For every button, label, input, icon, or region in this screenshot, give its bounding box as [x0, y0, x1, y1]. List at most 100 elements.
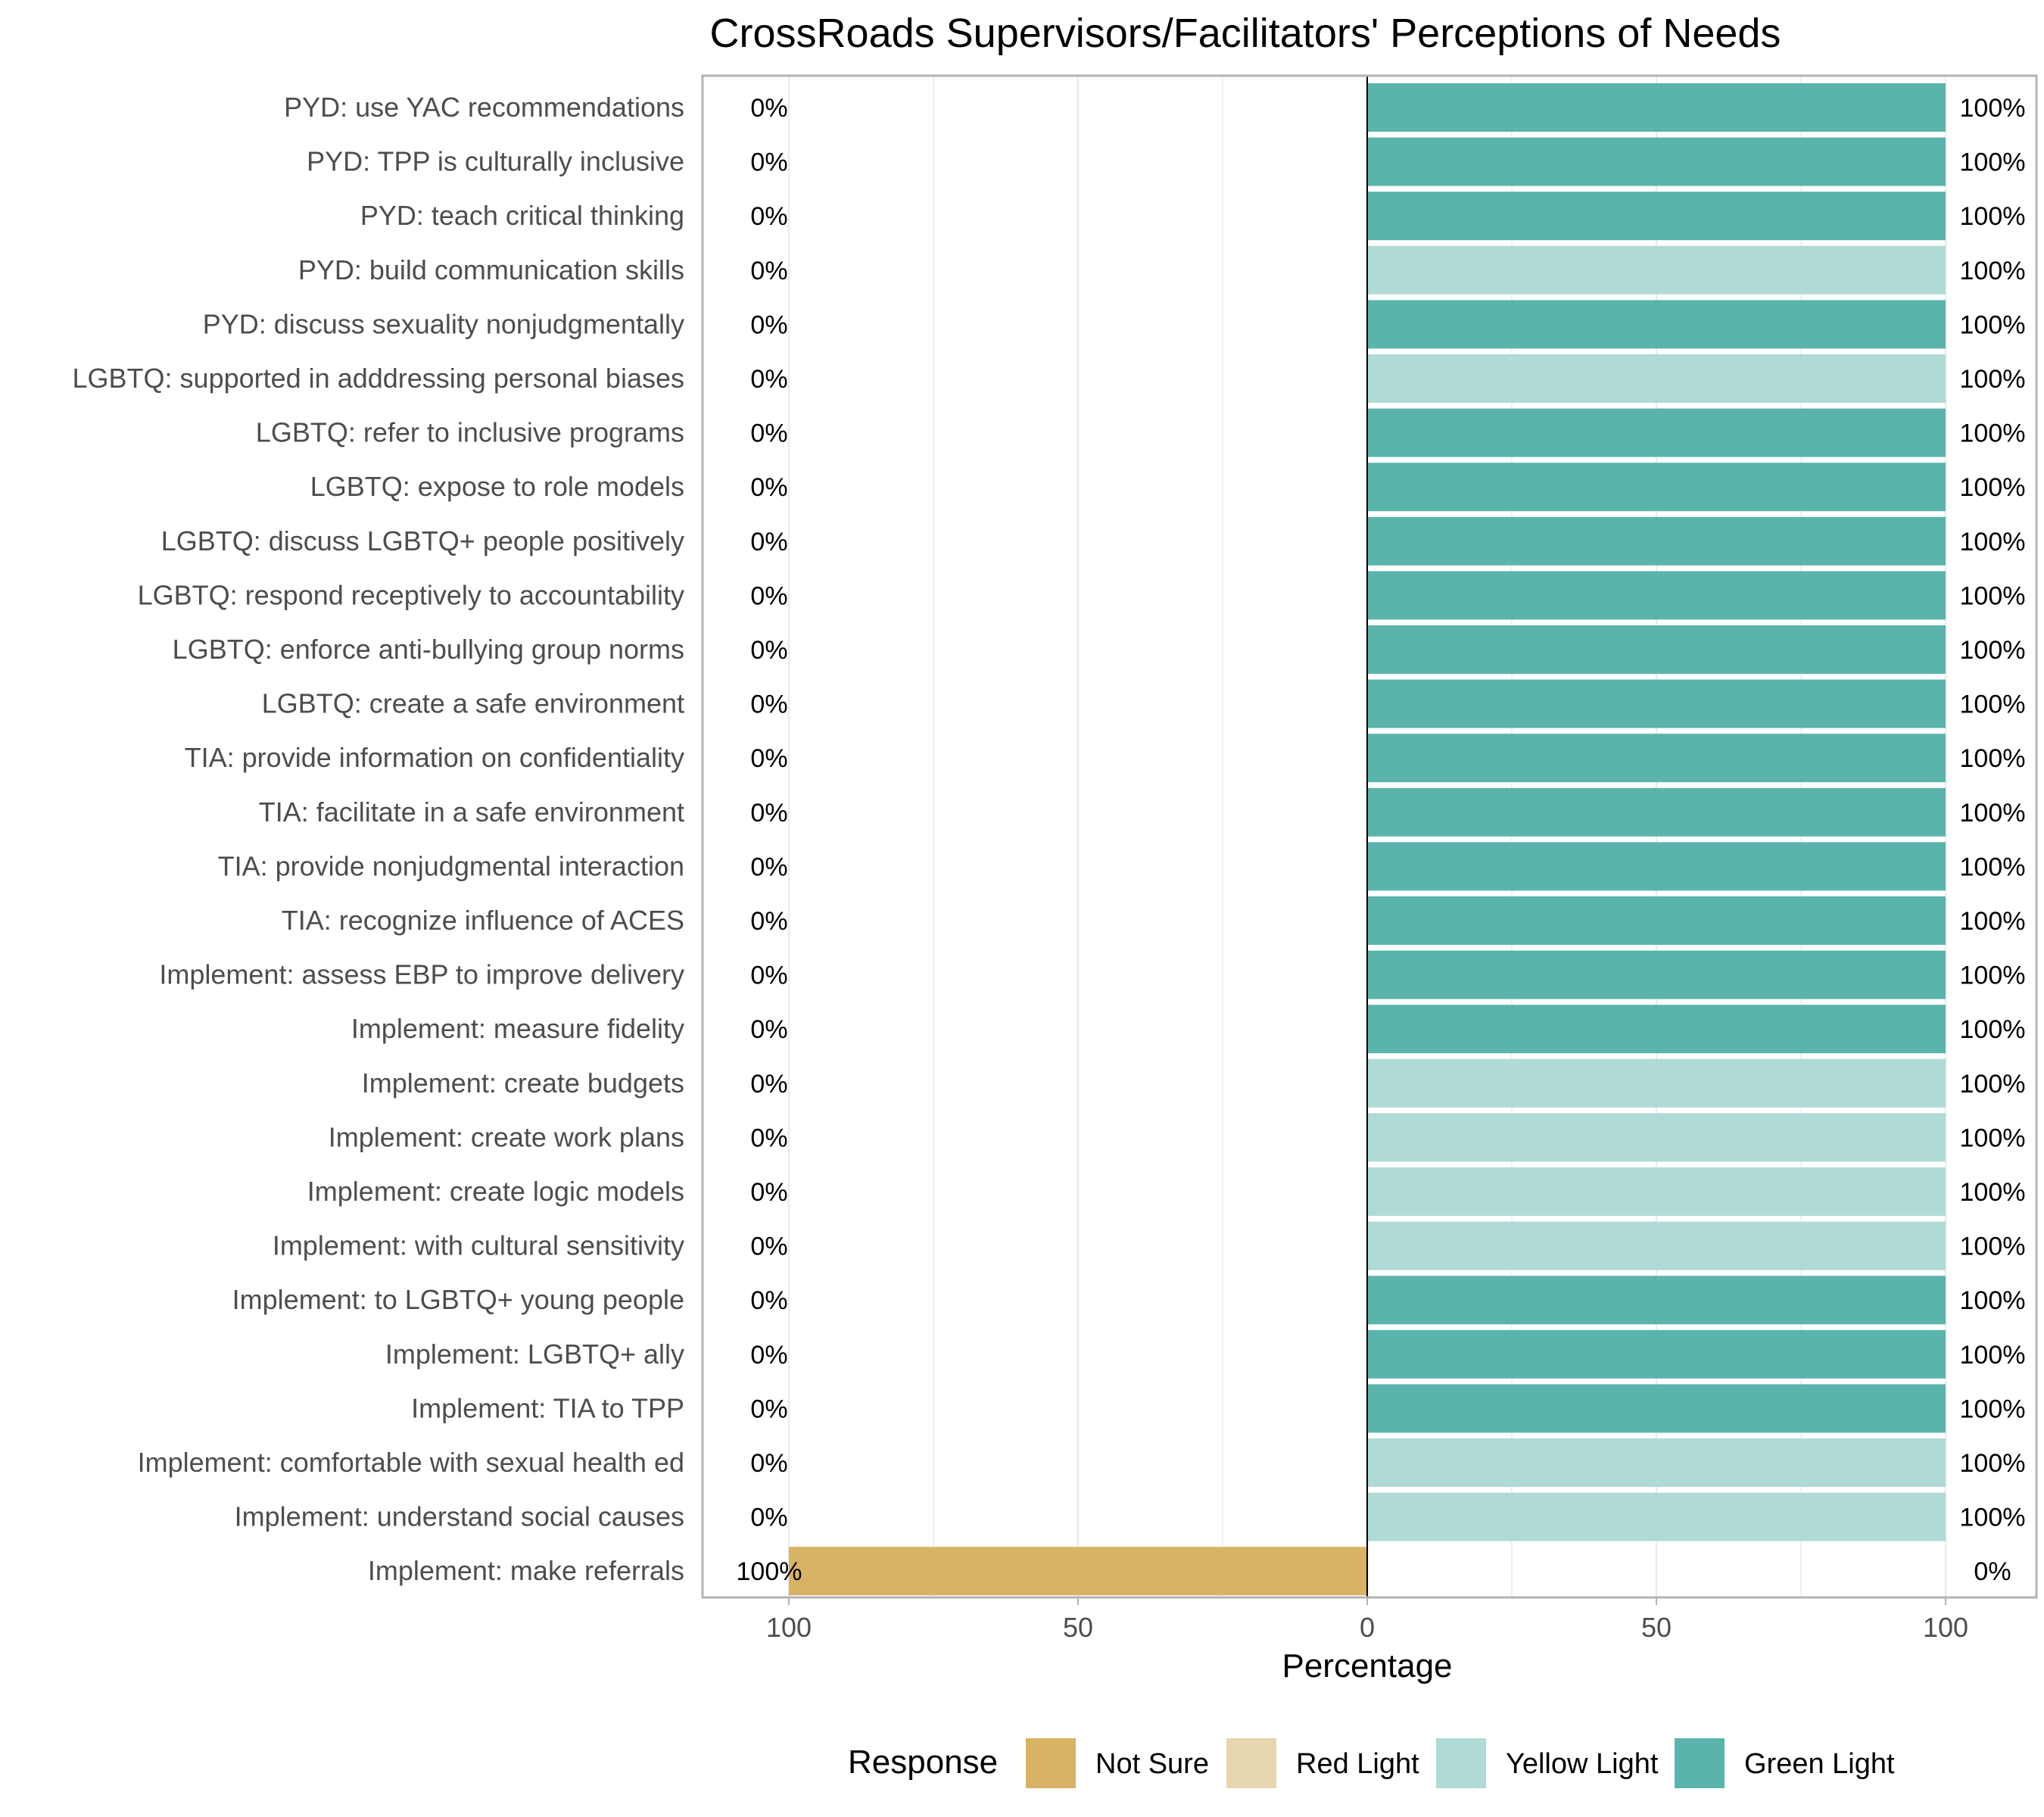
- chart-title: CrossRoads Supervisors/Facilitators' Per…: [710, 11, 1781, 56]
- category-label: TIA: facilitate in a safe environment: [259, 796, 684, 827]
- bar: [1367, 1492, 1946, 1541]
- left-value-label: 0%: [750, 1395, 787, 1423]
- x-tick-label: 50: [1641, 1612, 1672, 1643]
- category-label: Implement: LGBTQ+ ally: [385, 1339, 684, 1370]
- category-label: Implement: TIA to TPP: [411, 1392, 684, 1423]
- left-value-label: 0%: [750, 1070, 787, 1099]
- category-label: Implement: to LGBTQ+ young people: [232, 1284, 684, 1315]
- bar: [1367, 516, 1946, 566]
- right-value-label: 100%: [1960, 799, 2026, 827]
- bar: [1367, 408, 1946, 457]
- right-value-label: 100%: [1960, 1070, 2026, 1099]
- category-labels: PYD: use YAC recommendations PYD: TPP is …: [73, 92, 684, 1586]
- category-label: Implement: understand social causes: [235, 1501, 684, 1532]
- category-label: PYD: build communication skills: [298, 254, 684, 285]
- right-value-label: 100%: [1960, 852, 2026, 881]
- bar: [1367, 1167, 1946, 1216]
- right-value-label: 100%: [1960, 419, 2026, 448]
- left-value-label: 0%: [750, 528, 787, 556]
- right-value-label: 100%: [1960, 310, 2026, 339]
- legend-label: Green Light: [1744, 1748, 1895, 1780]
- left-value-label: 0%: [750, 1286, 787, 1315]
- right-value-label: 100%: [1960, 1395, 2026, 1423]
- category-label: LGBTQ: expose to role models: [310, 471, 684, 502]
- right-value-label: 100%: [1960, 1449, 2026, 1478]
- bar: [1367, 137, 1946, 186]
- bar: [1367, 734, 1946, 783]
- right-value-label: 100%: [1960, 1178, 2026, 1207]
- left-value-label: 0%: [750, 1233, 787, 1261]
- bar: [1367, 1329, 1946, 1379]
- left-value-label: 0%: [750, 310, 787, 339]
- category-label: Implement: comfortable with sexual healt…: [138, 1447, 684, 1478]
- legend: Response Not Sure Red Light Yellow Light Gre…: [848, 1738, 1895, 1788]
- right-value-label: 100%: [1960, 636, 2026, 665]
- bar: [1367, 300, 1946, 349]
- right-value-label: 100%: [1960, 94, 2026, 123]
- right-value-label: 100%: [1960, 1233, 2026, 1261]
- left-value-label: 0%: [750, 744, 787, 773]
- right-value-label: 0%: [1974, 1557, 2011, 1586]
- category-label: LGBTQ: respond receptively to accountabi…: [138, 579, 684, 610]
- bar: [1367, 842, 1946, 891]
- bar: [1367, 679, 1946, 728]
- bar: [1367, 1221, 1946, 1270]
- category-label: Implement: make referrals: [368, 1555, 684, 1586]
- bar: [1367, 896, 1946, 945]
- left-value-label: 0%: [750, 94, 787, 123]
- category-label: LGBTQ: enforce anti-bullying group norms: [173, 634, 684, 665]
- right-value-label: 100%: [1960, 473, 2026, 502]
- left-value-label: 0%: [750, 690, 787, 719]
- left-value-label: 0%: [750, 1449, 787, 1478]
- right-value-label: 100%: [1960, 202, 2026, 231]
- left-value-label: 0%: [750, 1178, 787, 1207]
- right-value-label: 100%: [1960, 581, 2026, 610]
- left-value-label: 0%: [750, 961, 787, 990]
- right-value-label: 100%: [1960, 1124, 2026, 1152]
- right-value-label: 100%: [1960, 1341, 2026, 1370]
- left-value-label: 0%: [750, 1015, 787, 1044]
- x-tick-label: 100: [1923, 1612, 1968, 1643]
- bar: [1367, 463, 1946, 512]
- bar: [1367, 571, 1946, 620]
- category-label: TIA: provide nonjudgmental interaction: [218, 850, 684, 881]
- right-value-label: 100%: [1960, 690, 2026, 719]
- left-value-label: 0%: [750, 1341, 787, 1370]
- category-label: PYD: teach critical thinking: [360, 200, 684, 231]
- legend-key: [1675, 1738, 1725, 1788]
- left-value-label: 0%: [750, 257, 787, 285]
- left-value-label: 0%: [750, 473, 787, 502]
- left-value-label: 0%: [750, 202, 787, 231]
- left-value-label: 0%: [750, 419, 787, 448]
- bar: [1367, 245, 1946, 295]
- category-label: PYD: TPP is culturally inclusive: [307, 146, 684, 177]
- left-value-label: 0%: [750, 636, 787, 665]
- bar: [1367, 1276, 1946, 1325]
- left-value-label: 0%: [750, 1504, 787, 1532]
- bar: [1367, 354, 1946, 403]
- category-label: Implement: measure fidelity: [351, 1013, 684, 1044]
- x-axis-title: Percentage: [1282, 1647, 1452, 1685]
- category-label: Implement: create work plans: [329, 1121, 684, 1152]
- bar: [1367, 192, 1946, 241]
- data-labels: 0% 0% 0% 0% 0% 0% 0% 0% 0% 0% 0% 0% 0% 0% 0% 0% 0% 0% 0% 0%…: [737, 94, 2026, 1586]
- bar: [1367, 1438, 1946, 1487]
- right-value-label: 100%: [1960, 148, 2026, 177]
- bar: [1367, 1113, 1946, 1162]
- left-value-label: 0%: [750, 852, 787, 881]
- left-value-label: 100%: [737, 1557, 802, 1586]
- category-label: Implement: create logic models: [307, 1176, 684, 1207]
- category-label: TIA: provide information on confidential…: [185, 742, 684, 773]
- right-value-label: 100%: [1960, 257, 2026, 285]
- legend-label: Red Light: [1296, 1748, 1419, 1780]
- right-value-label: 100%: [1960, 961, 2026, 990]
- category-label: LGBTQ: create a safe environment: [262, 688, 684, 719]
- bar: [1367, 1005, 1946, 1054]
- legend-key: [1026, 1738, 1076, 1788]
- x-tick-label: 50: [1063, 1612, 1093, 1643]
- right-value-label: 100%: [1960, 528, 2026, 556]
- legend-key: [1436, 1738, 1486, 1788]
- left-value-label: 0%: [750, 581, 787, 610]
- category-label: LGBTQ: discuss LGBTQ+ people positively: [161, 525, 684, 556]
